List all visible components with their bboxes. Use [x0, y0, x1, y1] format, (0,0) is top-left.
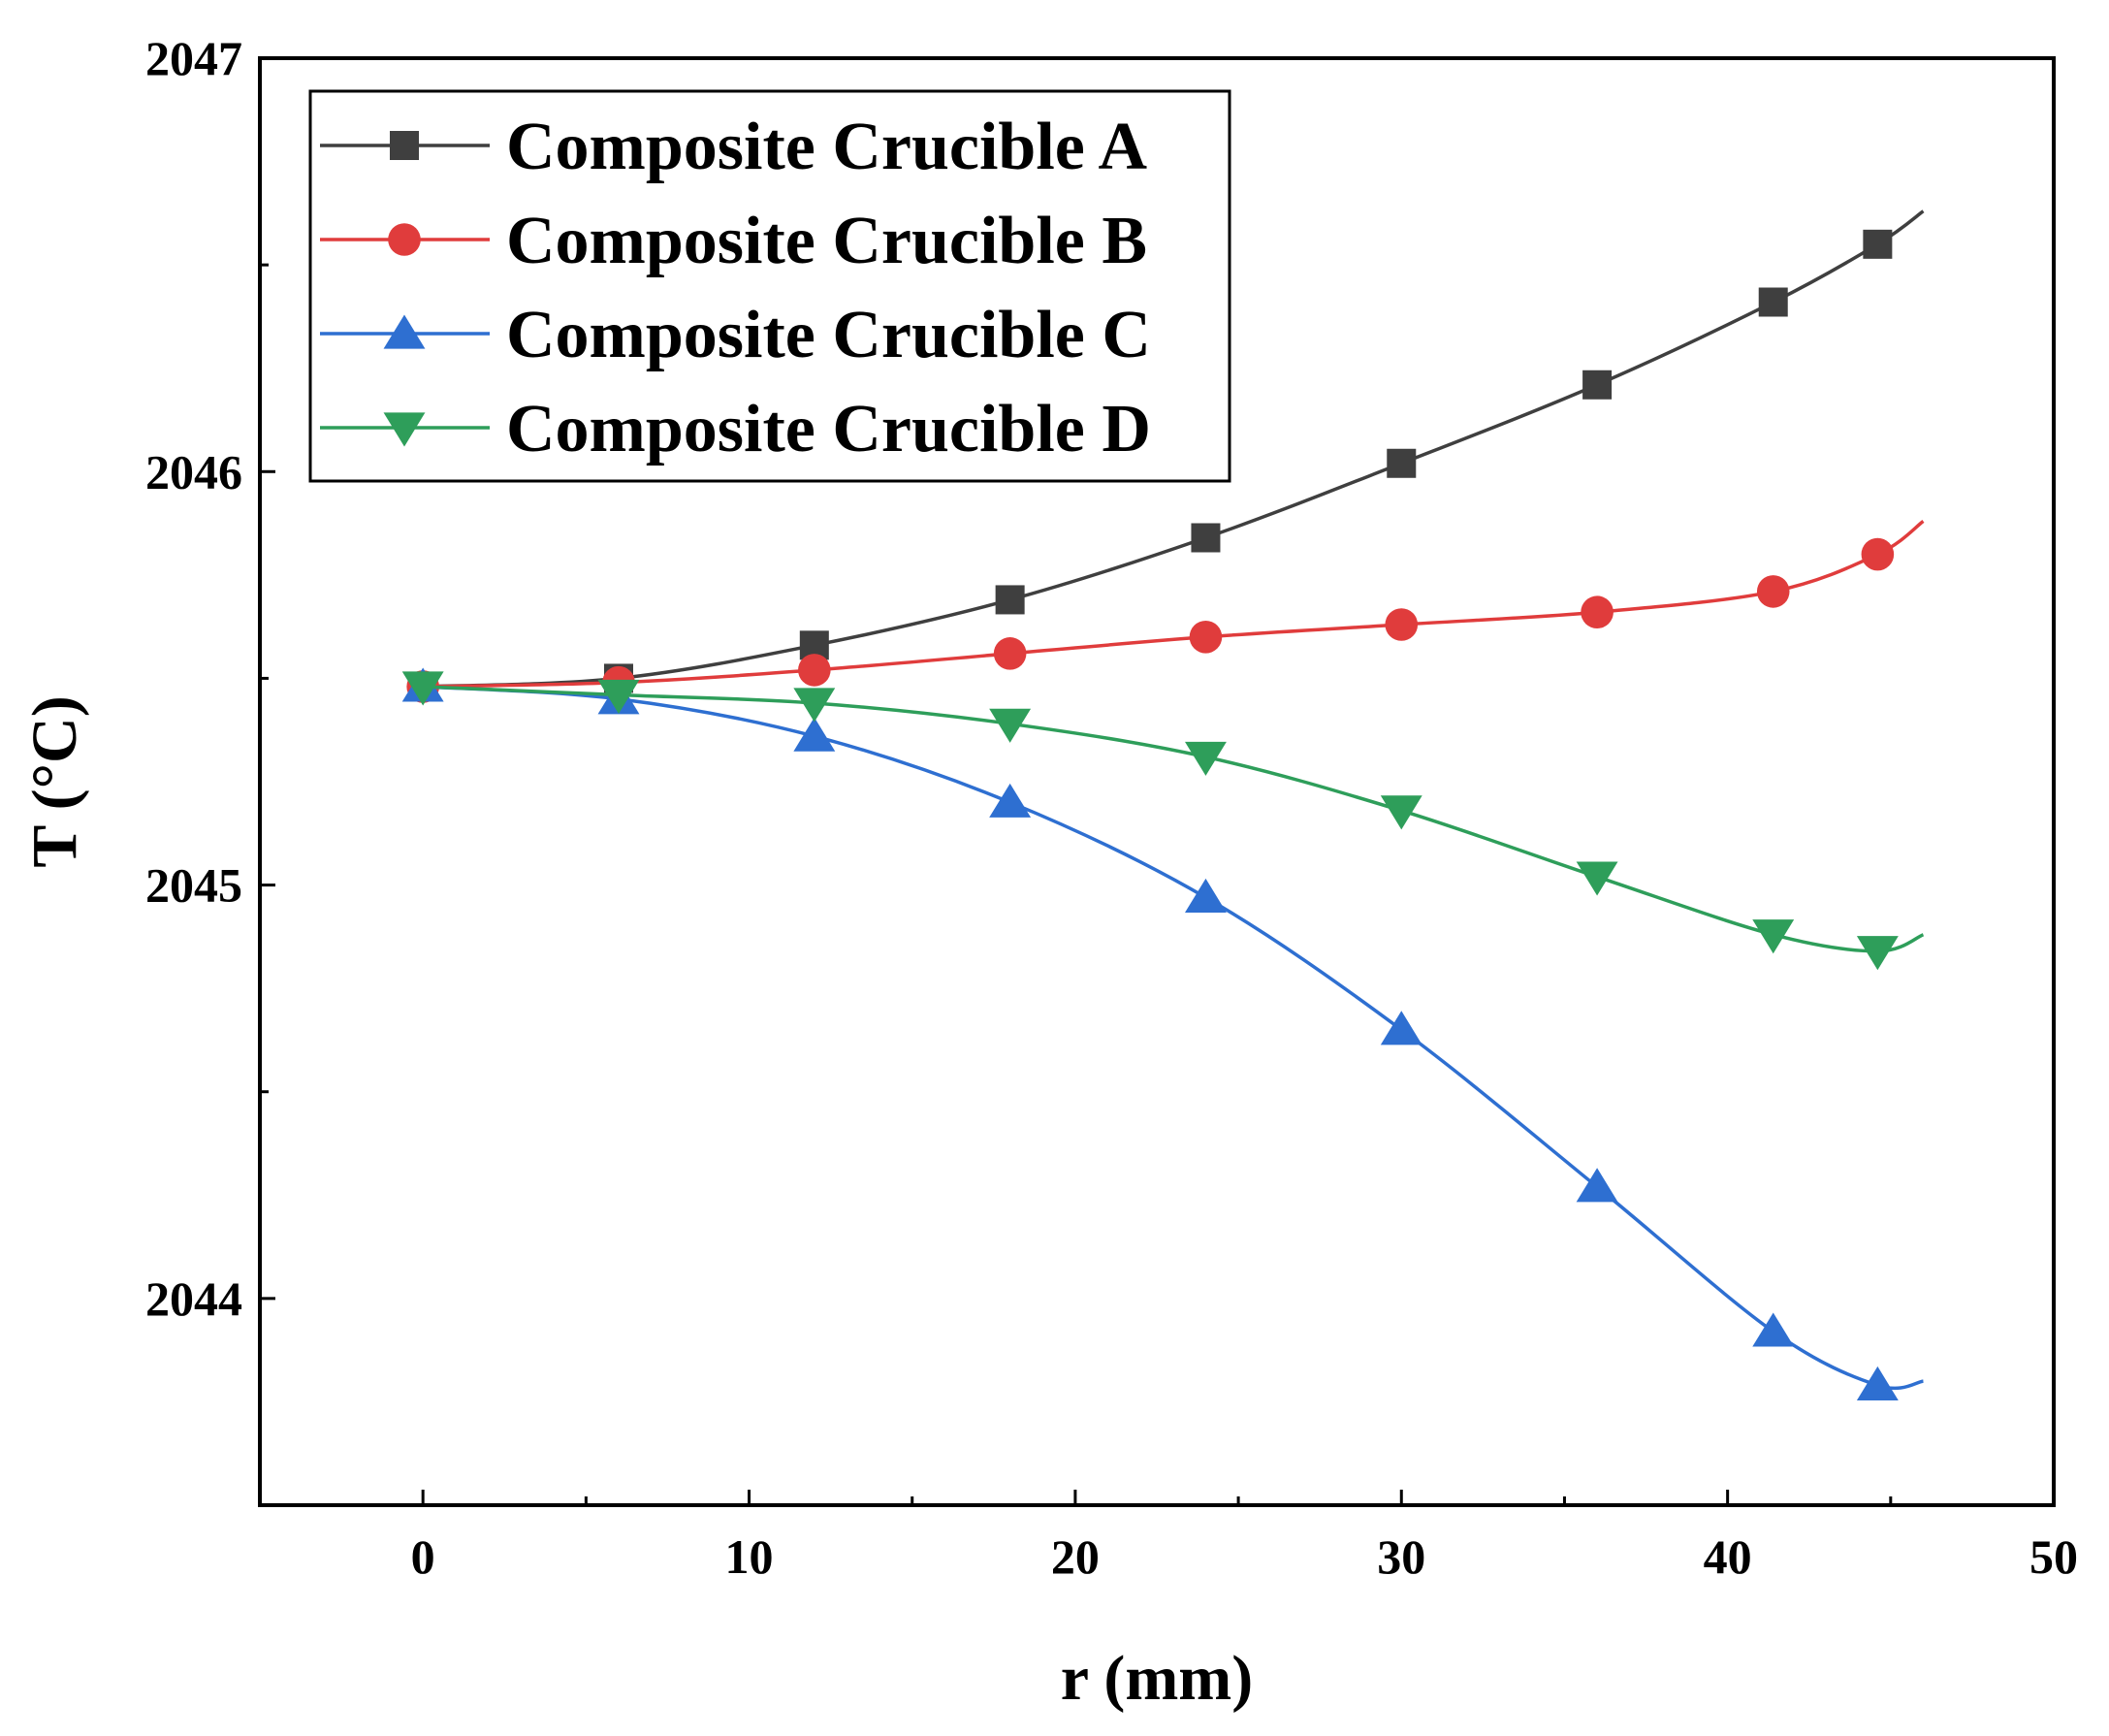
data-point: [1752, 1312, 1795, 1347]
data-point: [995, 585, 1025, 615]
data-point: [401, 671, 444, 706]
y-tick-label: 2046: [145, 444, 242, 498]
legend-label: Composite Crucible B: [506, 204, 1147, 278]
axis-ticks: 0 10 20 30 40 50 2044 2045 2046 2047: [145, 31, 2078, 1584]
series-line: [423, 685, 1924, 1391]
x-tick-label: 10: [725, 1529, 774, 1584]
data-point: [1752, 919, 1795, 954]
series-d: [401, 671, 1925, 971]
plot-frame: [258, 56, 2056, 1507]
data-point: [989, 783, 1032, 818]
y-axis-title: T (°C): [19, 695, 90, 867]
data-point: [1581, 595, 1614, 629]
data-point: [989, 708, 1032, 743]
data-point: [1185, 878, 1227, 913]
x-tick-label: 0: [411, 1529, 435, 1584]
data-point: [597, 679, 640, 714]
legend-entry: Composite Crucible A: [320, 110, 1148, 184]
legend-marker: [390, 131, 419, 160]
data-point: [1185, 741, 1227, 776]
data-point: [793, 688, 836, 723]
series-layer: [401, 209, 1925, 1400]
data-point: [1758, 287, 1788, 317]
legend-marker: [383, 412, 426, 447]
series-b: [406, 520, 1925, 703]
x-tick-label: 20: [1051, 1529, 1100, 1584]
series-a: [408, 209, 1925, 701]
series-line: [423, 520, 1925, 689]
data-point: [1576, 1168, 1618, 1203]
data-point: [1387, 448, 1417, 478]
legend-frame: [308, 89, 1231, 483]
series-line: [423, 685, 1925, 953]
legend-entry: Composite Crucible C: [320, 298, 1151, 372]
data-point: [1576, 861, 1618, 896]
data-point: [993, 637, 1027, 670]
x-axis-title: r (mm): [1061, 1643, 1254, 1714]
y-tick-label: 2045: [145, 858, 242, 913]
data-point: [1856, 1366, 1899, 1400]
legend-label: Composite Crucible C: [506, 298, 1151, 372]
series-c: [401, 667, 1924, 1400]
legend-marker: [383, 314, 426, 349]
data-point: [1856, 936, 1899, 971]
x-tick-label: 40: [1704, 1529, 1752, 1584]
legend: Composite Crucible A Composite Crucible B…: [308, 89, 1231, 483]
data-point: [1189, 621, 1223, 654]
x-tick-label: 30: [1377, 1529, 1425, 1584]
data-point: [1380, 795, 1422, 830]
legend-entry: Composite Crucible B: [320, 204, 1147, 278]
x-tick-label: 50: [2029, 1529, 2078, 1584]
y-tick-label: 2044: [145, 1271, 242, 1326]
data-point: [1582, 370, 1613, 400]
data-point: [1863, 229, 1893, 259]
data-point: [793, 717, 836, 752]
data-point: [1385, 608, 1419, 641]
data-point: [798, 654, 831, 687]
legend-label: Composite Crucible D: [506, 392, 1151, 466]
data-point: [1380, 1011, 1422, 1045]
y-tick-label: 2047: [145, 31, 242, 85]
data-point: [1191, 523, 1221, 553]
data-point: [1861, 537, 1895, 571]
legend-label: Composite Crucible A: [506, 110, 1148, 184]
data-point: [1756, 575, 1790, 608]
legend-entry: Composite Crucible D: [320, 392, 1151, 466]
legend-marker: [388, 223, 421, 256]
